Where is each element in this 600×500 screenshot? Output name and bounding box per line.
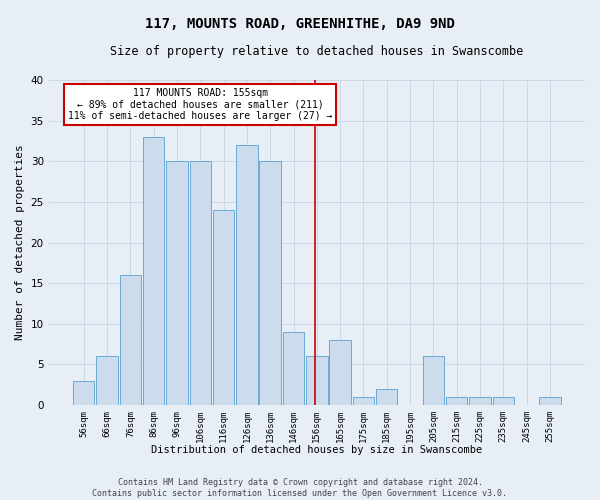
Title: Size of property relative to detached houses in Swanscombe: Size of property relative to detached ho… <box>110 45 523 58</box>
Bar <box>422 356 444 405</box>
Bar <box>190 162 211 405</box>
Bar <box>539 397 560 405</box>
Bar <box>166 162 188 405</box>
Bar <box>493 397 514 405</box>
Bar <box>353 397 374 405</box>
Bar <box>446 397 467 405</box>
Bar <box>213 210 235 405</box>
Bar <box>306 356 328 405</box>
Bar <box>236 145 257 405</box>
Bar <box>376 389 397 405</box>
Bar <box>259 162 281 405</box>
Bar <box>73 380 94 405</box>
Bar <box>119 275 141 405</box>
Bar <box>143 137 164 405</box>
Text: Contains HM Land Registry data © Crown copyright and database right 2024.
Contai: Contains HM Land Registry data © Crown c… <box>92 478 508 498</box>
Bar <box>329 340 351 405</box>
Text: 117 MOUNTS ROAD: 155sqm
← 89% of detached houses are smaller (211)
11% of semi-d: 117 MOUNTS ROAD: 155sqm ← 89% of detache… <box>68 88 332 122</box>
Text: 117, MOUNTS ROAD, GREENHITHE, DA9 9ND: 117, MOUNTS ROAD, GREENHITHE, DA9 9ND <box>145 18 455 32</box>
Y-axis label: Number of detached properties: Number of detached properties <box>15 144 25 340</box>
Bar <box>469 397 491 405</box>
Bar <box>283 332 304 405</box>
Bar <box>97 356 118 405</box>
X-axis label: Distribution of detached houses by size in Swanscombe: Distribution of detached houses by size … <box>151 445 482 455</box>
